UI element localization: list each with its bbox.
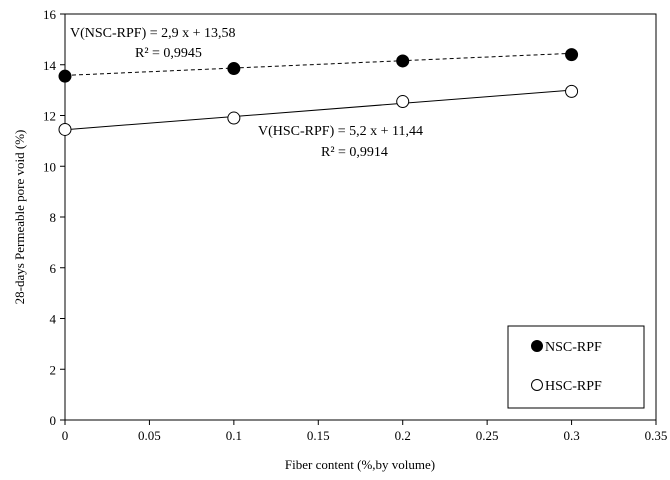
y-tick-label: 12 [43, 109, 56, 124]
x-axis-title: Fiber content (%,by volume) [285, 457, 435, 472]
y-tick-label: 0 [50, 413, 57, 428]
legend-box [507, 325, 645, 409]
y-tick-label: 16 [43, 7, 57, 22]
y-tick-label: 6 [50, 261, 57, 276]
data-point-hsc-rpf [396, 95, 410, 109]
legend-marker-nsc [531, 340, 543, 352]
data-point-nsc-rpf [565, 48, 579, 62]
y-tick-label: 14 [43, 58, 57, 73]
x-tick-label: 0.15 [307, 428, 330, 443]
legend-label-hsc: HSC-RPF [545, 379, 602, 394]
data-point-hsc-rpf [227, 111, 241, 125]
trendline-hsc-rpf [64, 89, 572, 131]
x-tick-label: 0 [62, 428, 69, 443]
nsc-equation: V(NSC-RPF) = 2,9 x + 13,58 [70, 26, 236, 41]
data-point-nsc-rpf [58, 69, 72, 83]
x-tick-label: 0.35 [645, 428, 668, 443]
x-tick-label: 0.3 [563, 428, 579, 443]
y-tick-label: 4 [50, 312, 57, 327]
y-tick-label: 8 [50, 210, 57, 225]
data-point-hsc-rpf [565, 84, 579, 98]
legend-label-nsc: NSC-RPF [545, 340, 602, 355]
trendline-nsc-rpf [64, 52, 572, 76]
chart-marks: 0 0.05 0.1 0.15 0.2 0.25 0.3 0.35 0 2 4 6 8 10 12 14 16 [43, 7, 667, 443]
y-tick-label: 10 [43, 159, 56, 174]
hsc-r2: R² = 0,9914 [321, 145, 388, 160]
legend-marker-hsc [531, 379, 543, 391]
x-tick-label: 0.1 [226, 428, 242, 443]
y-axis-title: 28-days Permeable pore void (%) [12, 130, 27, 305]
data-point-nsc-rpf [396, 54, 410, 68]
hsc-equation: V(HSC-RPF) = 5,2 x + 11,44 [258, 124, 423, 139]
y-tick-label: 2 [50, 362, 57, 377]
data-point-nsc-rpf [227, 62, 241, 76]
legend: NSC-RPF HSC-RPF [507, 325, 645, 409]
x-tick-label: 0.05 [138, 428, 161, 443]
x-tick-label: 0.2 [395, 428, 411, 443]
x-tick-label: 0.25 [476, 428, 499, 443]
nsc-r2: R² = 0,9945 [135, 46, 202, 61]
data-point-hsc-rpf [58, 122, 72, 136]
